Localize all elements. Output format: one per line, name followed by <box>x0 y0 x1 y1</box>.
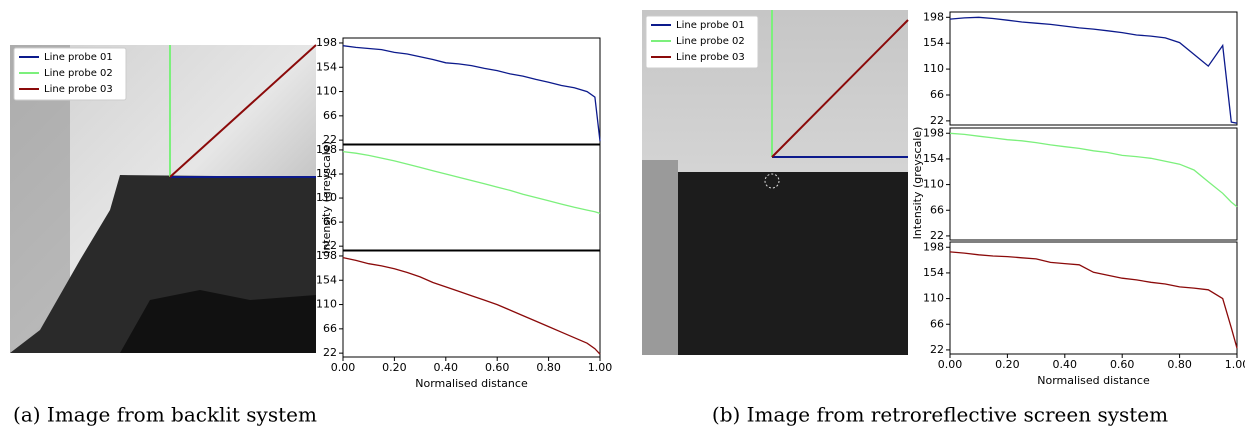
legend-box <box>13 47 127 101</box>
y-tick-label: 198 <box>316 249 337 262</box>
y-tick-label: 66 <box>930 88 944 101</box>
y-tick-label: 110 <box>316 191 337 204</box>
x-tick-label: 0.20 <box>995 358 1020 371</box>
caption: (a) Image from backlit system <box>13 403 317 427</box>
y-tick-label: 154 <box>316 60 337 73</box>
x-tick-label: 0.80 <box>536 361 561 374</box>
plot-frame <box>949 11 1238 126</box>
y-tick-label: 154 <box>316 273 337 286</box>
caption: (b) Image from retroreflective screen sy… <box>712 403 1168 427</box>
y-tick-label: 154 <box>923 152 944 165</box>
y-tick-label: 198 <box>923 10 944 23</box>
y-tick-label: 22 <box>930 114 944 127</box>
series-line <box>342 256 601 355</box>
series-line <box>342 150 601 215</box>
y-tick-label: 110 <box>923 62 944 75</box>
series-line <box>949 132 1238 208</box>
legend-label: Line probe 02 <box>44 68 113 79</box>
y-tick-label: 110 <box>923 292 944 305</box>
legend-label: Line probe 02 <box>676 36 745 47</box>
y-tick-label: 198 <box>316 36 337 49</box>
x-tick-label: 1.00 <box>1225 358 1245 371</box>
y-tick-label: 198 <box>316 143 337 156</box>
x-axis-label: Normalised distance <box>1037 374 1150 387</box>
legend-box <box>645 15 759 69</box>
legend-label: Line probe 03 <box>676 52 745 63</box>
y-tick-label: 22 <box>323 346 337 359</box>
y-tick-label: 66 <box>930 317 944 330</box>
y-tick-label: 154 <box>923 36 944 49</box>
y-tick-label: 22 <box>930 229 944 242</box>
plot-frame <box>342 37 601 145</box>
y-axis-label: Intensity (greyscale) <box>911 127 924 240</box>
y-tick-label: 110 <box>316 85 337 98</box>
y-tick-label: 22 <box>930 343 944 356</box>
series-line <box>949 16 1238 124</box>
plot-frame <box>342 144 601 251</box>
x-tick-label: 0.60 <box>485 361 510 374</box>
plot-frame <box>949 241 1238 355</box>
x-tick-label: 0.00 <box>938 358 963 371</box>
y-tick-label: 22 <box>323 239 337 252</box>
y-tick-label: 66 <box>323 215 337 228</box>
x-axis-label: Normalised distance <box>415 377 528 390</box>
y-tick-label: 22 <box>323 133 337 146</box>
y-tick-label: 154 <box>923 266 944 279</box>
y-tick-label: 66 <box>323 322 337 335</box>
legend-label: Line probe 01 <box>676 20 745 31</box>
y-tick-label: 154 <box>316 167 337 180</box>
plot-frame <box>949 127 1238 241</box>
series-line <box>949 251 1238 349</box>
plot-frame <box>342 250 601 358</box>
y-tick-label: 110 <box>923 178 944 191</box>
y-tick-label: 198 <box>923 126 944 139</box>
x-tick-label: 1.00 <box>588 361 613 374</box>
x-tick-label: 0.40 <box>1053 358 1078 371</box>
y-tick-label: 110 <box>316 298 337 311</box>
legend-label: Line probe 03 <box>44 84 113 95</box>
x-tick-label: 0.60 <box>1110 358 1135 371</box>
image-b <box>642 10 909 355</box>
y-tick-label: 66 <box>930 203 944 216</box>
series-line <box>342 45 601 142</box>
x-tick-label: 0.80 <box>1167 358 1192 371</box>
y-axis-label: Intensity (greyscale) <box>320 141 333 254</box>
legend-label: Line probe 01 <box>44 52 113 63</box>
y-tick-label: 198 <box>923 240 944 253</box>
y-tick-label: 66 <box>323 109 337 122</box>
x-tick-label: 0.40 <box>434 361 459 374</box>
x-tick-label: 0.00 <box>331 361 356 374</box>
x-tick-label: 0.20 <box>382 361 407 374</box>
